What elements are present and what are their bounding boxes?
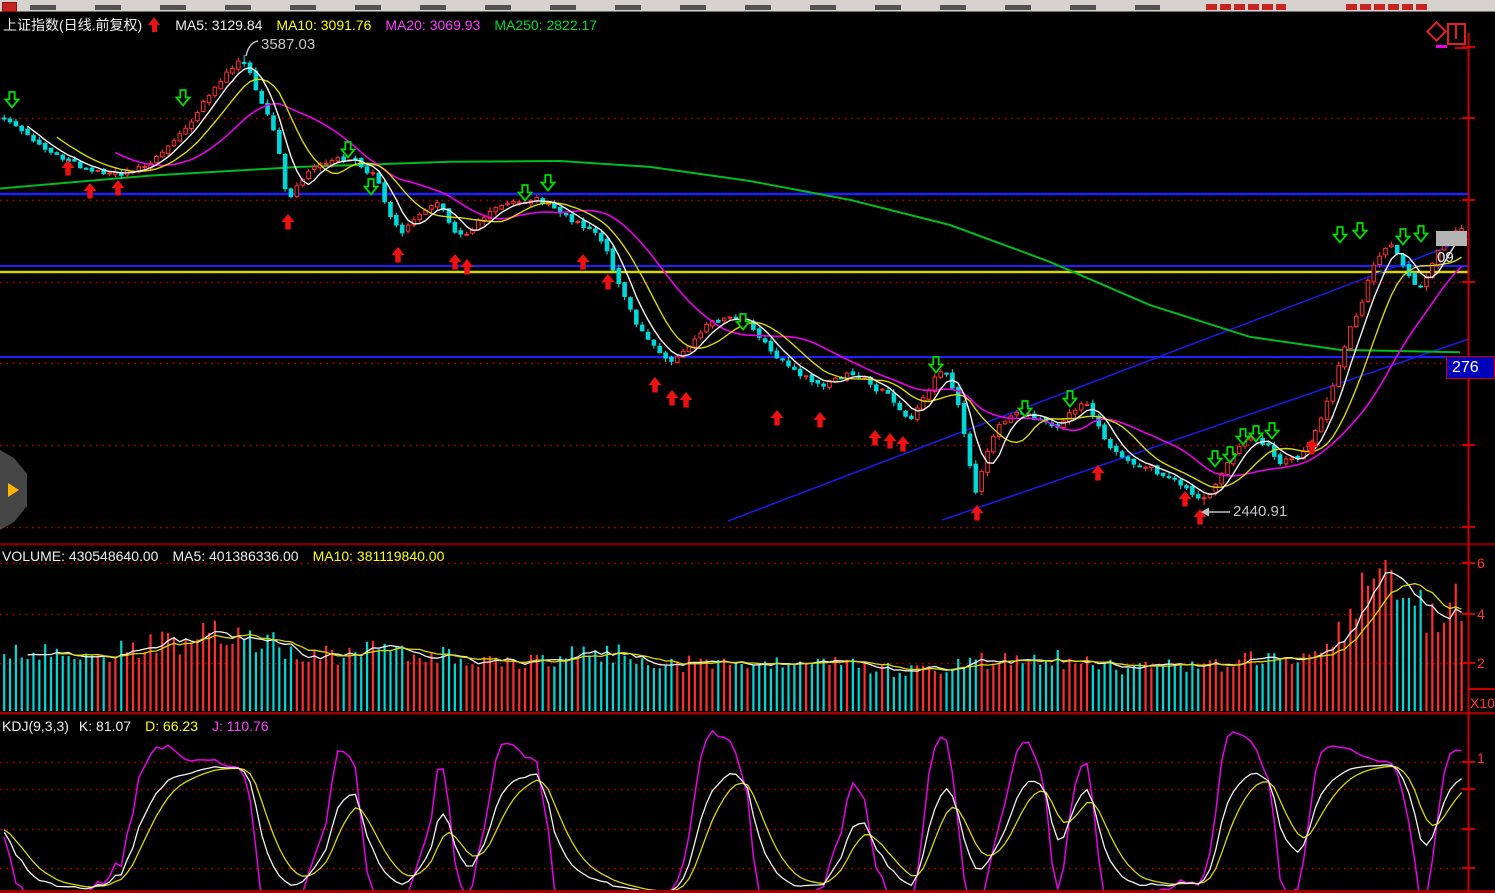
kdj-axis-label: 1	[1477, 750, 1485, 766]
buy-signal-icon	[148, 17, 161, 32]
menu-bar[interactable]	[0, 0, 1495, 12]
ma20-value: MA20: 3069.93	[385, 17, 481, 33]
left-panel-expander[interactable]	[0, 450, 27, 530]
volume-ma10-value: MA10: 381119840.00	[312, 548, 445, 564]
volume-axis-tick-label: 2	[1477, 655, 1485, 671]
volume-ma5-value: MA5: 401386336.00	[172, 548, 299, 564]
volume-axis-tick-label: 4	[1477, 606, 1485, 622]
ma5-value: MA5: 3129.84	[175, 17, 263, 33]
app-logo-icon[interactable]	[2, 2, 17, 12]
menu-hot-button-1[interactable]	[1206, 4, 1286, 10]
menu-items-clipped[interactable]	[30, 5, 1160, 10]
last-price-fragment: 09	[1437, 249, 1454, 266]
volume-axis-tick-label: 6	[1477, 555, 1485, 571]
last-price-marker	[1436, 231, 1467, 246]
volume-multiplier-label: X10	[1470, 695, 1495, 711]
axis-price-badge: 276	[1446, 356, 1495, 379]
expand-right-icon	[8, 483, 19, 497]
volume-value: VOLUME: 430548640.00	[2, 548, 159, 564]
window-split-icon[interactable]	[1447, 23, 1466, 45]
kdj-header: KDJ(9,3,3) K: 81.07 D: 66.23 J: 110.76	[2, 718, 283, 734]
ma10-value: MA10: 3091.76	[276, 17, 372, 33]
menu-hot-button-2[interactable]	[1346, 4, 1428, 10]
ma250-value: MA250: 2822.17	[494, 17, 598, 33]
kdj-d-value: D: 66.23	[145, 718, 199, 734]
volume-header: VOLUME: 430548640.00 MA5: 401386336.00 MA1…	[2, 548, 458, 564]
main-chart-header: 上证指数(日线.前复权) MA5: 3129.84 MA10: 3091.76 MA2…	[3, 15, 611, 35]
low-price-label: 2440.91	[1233, 503, 1288, 520]
peak-price-label: 3587.03	[261, 36, 316, 53]
page-title: 上证指数(日线.前复权)	[3, 17, 143, 33]
kdj-k-value: K: 81.07	[78, 718, 132, 734]
kdj-j-value: J: 110.76	[212, 718, 269, 734]
magenta-tick-icon	[1436, 45, 1447, 48]
kdj-name: KDJ(9,3,3)	[2, 718, 69, 734]
